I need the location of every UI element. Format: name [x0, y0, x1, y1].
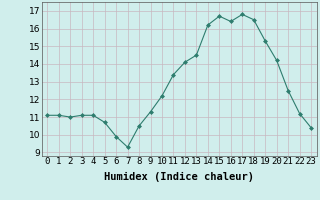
X-axis label: Humidex (Indice chaleur): Humidex (Indice chaleur): [104, 172, 254, 182]
